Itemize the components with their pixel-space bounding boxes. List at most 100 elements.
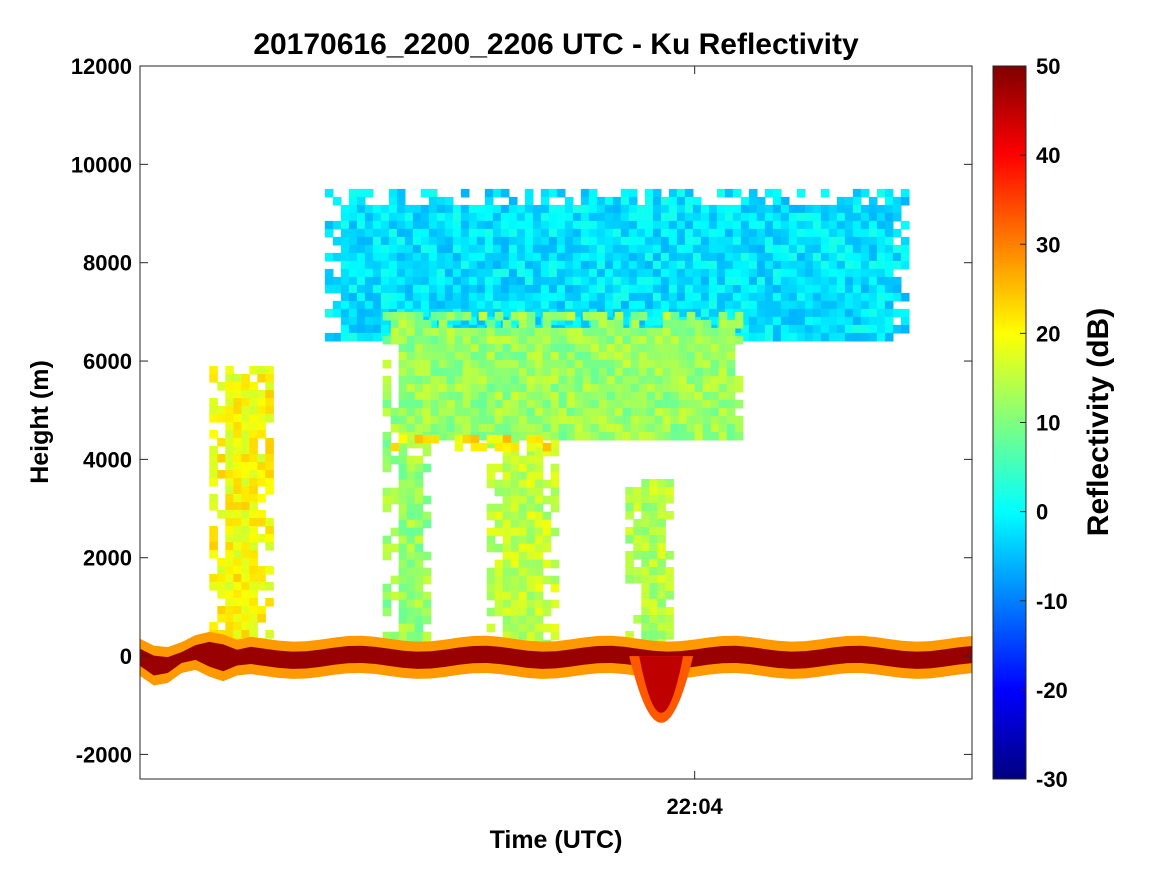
reflectivity-cell [625, 495, 634, 504]
reflectivity-cell [654, 335, 664, 345]
reflectivity-cell [502, 367, 512, 377]
reflectivity-cell [382, 463, 392, 473]
reflectivity-cell [388, 292, 398, 302]
reflectivity-cell [486, 359, 496, 369]
reflectivity-cell [422, 591, 432, 601]
reflectivity-cell [596, 196, 606, 206]
reflectivity-cell [836, 236, 846, 246]
reflectivity-cell [596, 268, 606, 278]
reflectivity-cell [668, 236, 678, 246]
reflectivity-cell [900, 308, 910, 318]
reflectivity-cell [476, 244, 486, 254]
reflectivity-cell [649, 583, 658, 592]
reflectivity-cell [598, 423, 608, 433]
reflectivity-cell [412, 212, 422, 222]
reflectivity-cell [740, 292, 750, 302]
reflectivity-cell [534, 527, 544, 537]
reflectivity-cell [380, 244, 390, 254]
reflectivity-cell [548, 236, 558, 246]
reflectivity-cell [876, 268, 886, 278]
reflectivity-cell [502, 423, 512, 433]
reflectivity-cell [630, 359, 640, 369]
reflectivity-cell [241, 414, 250, 423]
reflectivity-cell [670, 319, 680, 329]
reflectivity-cell [724, 268, 734, 278]
reflectivity-cell [257, 494, 266, 503]
reflectivity-cell [716, 284, 726, 294]
reflectivity-cell [649, 615, 658, 624]
reflectivity-cell [716, 188, 726, 198]
reflectivity-cell [257, 470, 266, 479]
reflectivity-cell [542, 559, 552, 569]
reflectivity-cell [502, 487, 512, 497]
reflectivity-cell [241, 422, 250, 431]
reflectivity-cell [860, 252, 870, 262]
reflectivity-cell [217, 510, 226, 519]
reflectivity-cell [665, 631, 674, 640]
reflectivity-cell [430, 367, 440, 377]
reflectivity-cell [676, 196, 686, 206]
reflectivity-cell [652, 300, 662, 310]
reflectivity-cell [630, 319, 640, 329]
reflectivity-cell [324, 332, 334, 342]
reflectivity-cell [574, 351, 584, 361]
reflectivity-cell [209, 542, 218, 551]
reflectivity-cell [556, 188, 566, 198]
reflectivity-cell [574, 391, 584, 401]
reflectivity-cell [596, 284, 606, 294]
reflectivity-cell [454, 375, 464, 385]
reflectivity-cell [788, 300, 798, 310]
reflectivity-cell [660, 300, 670, 310]
reflectivity-cell [494, 591, 504, 601]
reflectivity-cell [406, 367, 416, 377]
reflectivity-cell [836, 316, 846, 326]
reflectivity-cell [644, 252, 654, 262]
reflectivity-cell [414, 375, 424, 385]
reflectivity-cell [233, 590, 242, 599]
reflectivity-cell [740, 284, 750, 294]
reflectivity-cell [740, 196, 750, 206]
reflectivity-cell [468, 212, 478, 222]
reflectivity-cell [516, 236, 526, 246]
reflectivity-cell [876, 236, 886, 246]
reflectivity-cell [542, 319, 552, 329]
reflectivity-cell [556, 292, 566, 302]
reflectivity-cell [620, 228, 630, 238]
reflectivity-cell [654, 407, 664, 417]
reflectivity-cell [764, 292, 774, 302]
reflectivity-cell [324, 220, 334, 230]
reflectivity-cell [460, 300, 470, 310]
reflectivity-cell [748, 244, 758, 254]
reflectivity-cell [494, 343, 504, 353]
reflectivity-cell [526, 447, 536, 457]
reflectivity-cell [662, 375, 672, 385]
reflectivity-cell [534, 471, 544, 481]
reflectivity-cell [657, 559, 666, 568]
reflectivity-cell [502, 583, 512, 593]
reflectivity-cell [726, 415, 736, 425]
reflectivity-cell [364, 292, 374, 302]
reflectivity-cell [494, 463, 504, 473]
reflectivity-cell [225, 406, 234, 415]
reflectivity-cell [556, 212, 566, 222]
reflectivity-cell [644, 316, 654, 326]
reflectivity-cell [649, 607, 658, 616]
reflectivity-cell [249, 382, 258, 391]
reflectivity-cell [628, 252, 638, 262]
reflectivity-cell [428, 268, 438, 278]
reflectivity-cell [748, 212, 758, 222]
reflectivity-cell [406, 431, 416, 441]
reflectivity-cell [772, 236, 782, 246]
reflectivity-cell [225, 382, 234, 391]
reflectivity-cell [772, 244, 782, 254]
reflectivity-cell [633, 567, 642, 576]
reflectivity-cell [550, 335, 560, 345]
reflectivity-cell [590, 351, 600, 361]
reflectivity-cell [649, 503, 658, 512]
reflectivity-cell [540, 204, 550, 214]
reflectivity-cell [524, 188, 534, 198]
reflectivity-cell [225, 366, 234, 375]
reflectivity-cell [388, 268, 398, 278]
reflectivity-cell [265, 366, 274, 375]
reflectivity-cell [534, 511, 544, 521]
